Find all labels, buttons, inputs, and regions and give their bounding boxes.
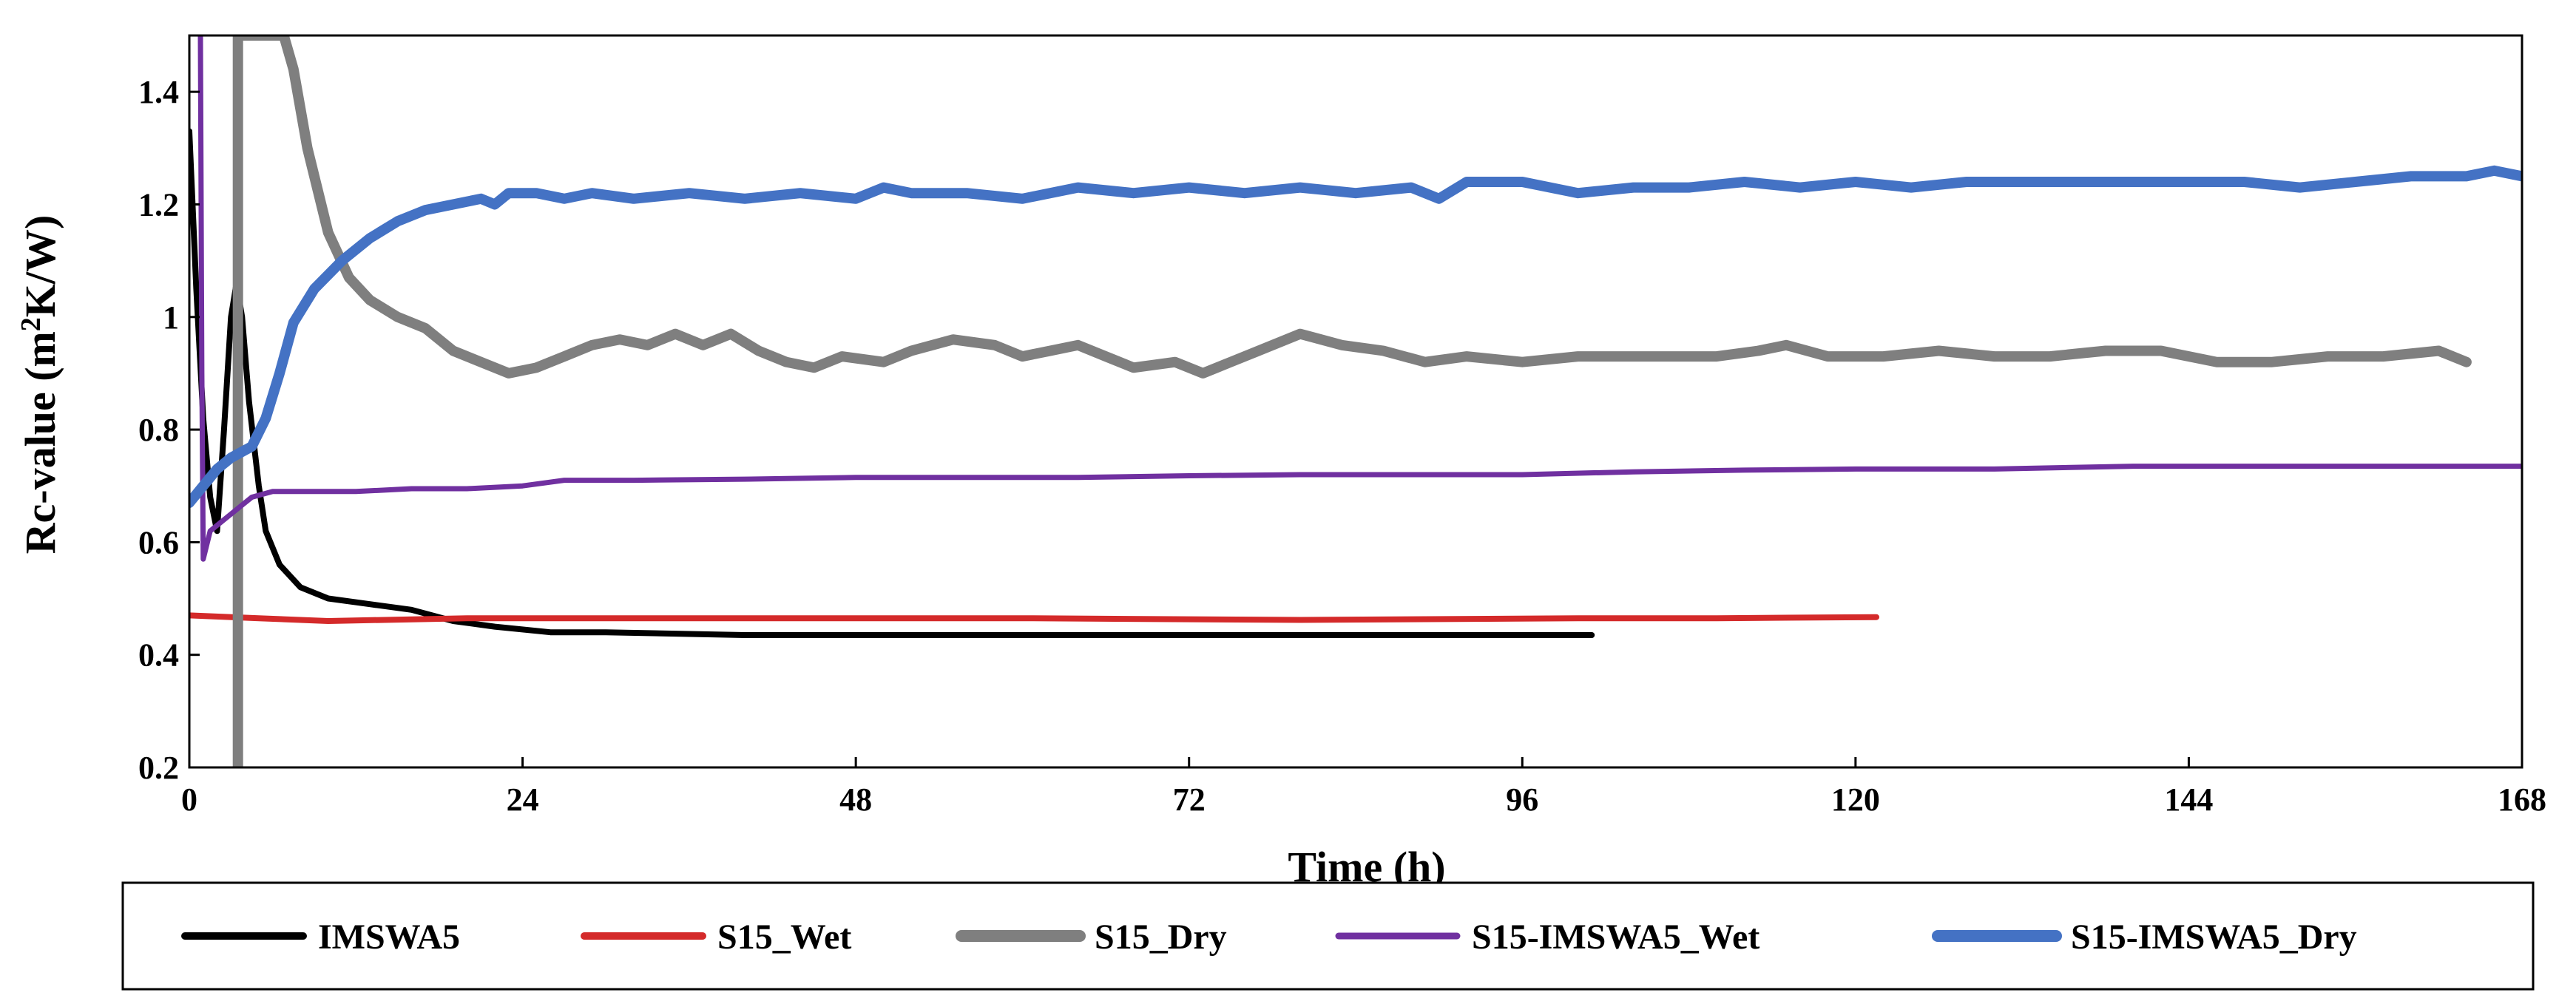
legend-label-s15-imswa5-dry: S15-IMSWA5_Dry xyxy=(2071,917,2357,957)
legend-label-s15-imswa5-wet: S15-IMSWA5_Wet xyxy=(1472,917,1759,957)
x-tick-label: 96 xyxy=(1506,781,1538,818)
y-tick-label: 1.4 xyxy=(138,74,179,110)
y-tick-label: 1.2 xyxy=(138,186,179,223)
series-line-s15-wet xyxy=(189,612,1879,624)
x-tick-label: 72 xyxy=(1173,781,1206,818)
legend-box xyxy=(121,881,2535,991)
y-axis: 0.2 0.4 0.6 0.8 1 1.2 1.4 xyxy=(138,74,200,786)
plot-area-border xyxy=(188,34,2523,769)
legend-label-imswa5: IMSWA5 xyxy=(318,917,460,957)
y-tick-label: 0.4 xyxy=(138,637,179,674)
x-axis: 0 24 48 72 96 120 144 168 xyxy=(181,757,2546,818)
x-tick-label: 144 xyxy=(2164,781,2213,818)
y-axis-title-superscript: 2 xyxy=(16,317,47,331)
y-axis-title-tail: K/W) xyxy=(16,215,64,318)
series-line-s15-imswa5-wet xyxy=(197,35,2522,562)
y-tick-label: 1 xyxy=(163,299,179,336)
y-axis-title: Rc-value (m2K/W) xyxy=(16,215,64,554)
series-layer xyxy=(189,35,2522,767)
x-tick-label: 120 xyxy=(1831,781,1880,818)
x-tick-label: 168 xyxy=(2498,781,2546,818)
y-tick-label: 0.6 xyxy=(138,524,179,560)
series-line-s15-dry xyxy=(232,35,2472,767)
x-tick-label: 0 xyxy=(181,781,197,818)
x-tick-label: 24 xyxy=(507,781,539,818)
y-tick-label: 0.8 xyxy=(138,412,179,448)
series-line-imswa5 xyxy=(189,128,1595,638)
series-line-s15-imswa5-dry xyxy=(189,165,2522,509)
legend-label-s15-dry: S15_Dry xyxy=(1095,917,1227,957)
legend: IMSWA5 S15_Wet S15_Dry S15-IMSWA5_Wet S15-IM… xyxy=(181,917,2357,957)
legend-label-s15-wet: S15_Wet xyxy=(717,917,851,957)
y-tick-label: 0.2 xyxy=(138,750,179,786)
y-axis-title-main: Rc-value (m xyxy=(16,331,64,554)
x-tick-label: 48 xyxy=(839,781,872,818)
